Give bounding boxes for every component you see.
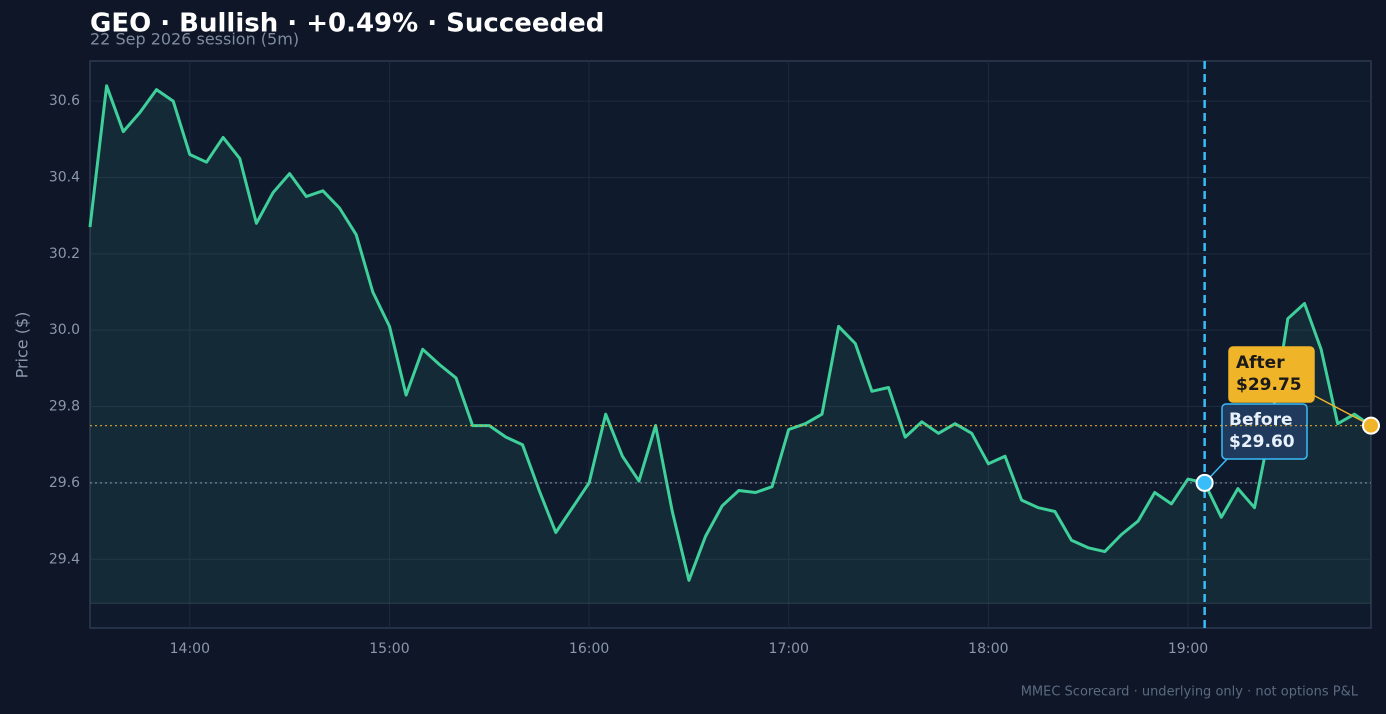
chart-subtitle: 22 Sep 2026 session (5m) <box>90 30 299 49</box>
x-tick-label: 15:00 <box>369 641 409 657</box>
annotation-value: $29.75 <box>1236 375 1302 395</box>
x-tick-label: 19:00 <box>1168 641 1208 657</box>
annotation-label: After <box>1236 353 1285 373</box>
y-tick-label: 30.4 <box>49 169 80 185</box>
annotation-marker <box>1362 416 1380 435</box>
annotation-box <box>1228 346 1315 403</box>
price-line <box>88 84 1372 582</box>
area-fill <box>90 85 1371 604</box>
y-axis-label: Price ($) <box>13 312 32 379</box>
annotation-value: $29.60 <box>1229 432 1295 452</box>
y-tick-label: 29.8 <box>49 399 80 415</box>
y-tick-label: 30.0 <box>49 322 80 338</box>
x-tick-label: 17:00 <box>769 641 809 657</box>
y-tick-label: 30.2 <box>49 246 80 262</box>
x-tick-label: 16:00 <box>569 641 609 657</box>
y-tick-label: 30.6 <box>49 93 80 109</box>
x-tick-label: 14:00 <box>170 641 210 657</box>
y-tick-label: 29.4 <box>49 551 80 567</box>
chart-title: GEO · Bullish · +0.49% · Succeeded <box>90 9 604 39</box>
y-tick-label: 29.6 <box>49 475 80 491</box>
footer: MMEC Scorecard · underlying only · not o… <box>1021 685 1359 700</box>
x-tick-label: 18:00 <box>968 641 1008 657</box>
plot-area <box>89 60 1372 629</box>
annotation-label: Before <box>1229 410 1292 430</box>
annotation-arrow <box>1312 394 1372 427</box>
annotation-marker <box>1195 473 1214 492</box>
annotation-box <box>1221 403 1308 460</box>
